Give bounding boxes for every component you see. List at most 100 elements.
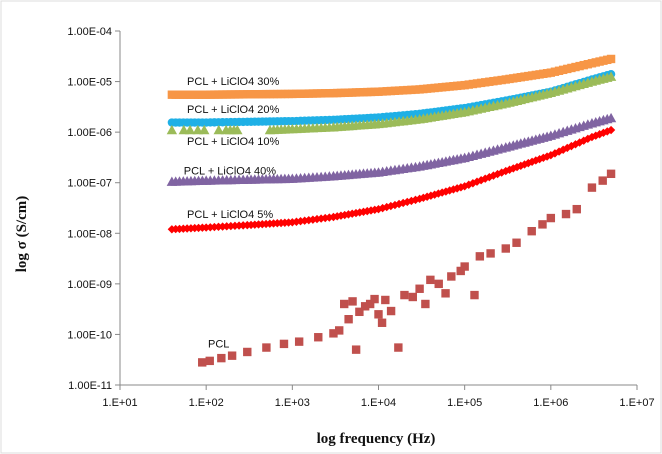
data-point (434, 279, 443, 289)
data-point (359, 207, 368, 216)
data-point (360, 302, 370, 311)
data-point (381, 295, 390, 305)
data-point (394, 343, 403, 352)
data-point (587, 183, 597, 192)
data-point (426, 275, 435, 285)
data-point (605, 112, 617, 123)
data-point (407, 196, 416, 206)
data-point (546, 150, 556, 160)
data-point (546, 213, 556, 223)
x-axis-title: log frequency (Hz) (317, 431, 436, 447)
data-point (531, 156, 541, 165)
data-point (550, 149, 560, 158)
data-point (340, 299, 349, 309)
data-point (509, 164, 518, 173)
data-point (386, 306, 396, 316)
data-point (294, 337, 304, 346)
data-point (587, 132, 597, 142)
data-point (567, 141, 576, 151)
data-point (542, 152, 552, 161)
data-point (335, 326, 344, 335)
data-point (493, 169, 502, 179)
data-point (512, 238, 521, 247)
data-point (232, 124, 243, 135)
data-point (554, 147, 564, 156)
data-point (400, 290, 409, 300)
data-point (606, 54, 616, 64)
data-point (456, 266, 465, 276)
data-point (366, 206, 376, 215)
data-point (199, 124, 210, 135)
series-label: PCL + LiClO4 5% (187, 209, 273, 221)
data-point (374, 310, 383, 319)
data-point (472, 177, 482, 186)
data-point (441, 289, 450, 298)
data-point (606, 125, 616, 135)
series-pcl-liclo4-30- (167, 54, 616, 99)
data-point (512, 162, 522, 172)
data-point (243, 347, 252, 357)
data-point (464, 180, 473, 189)
y-tick-label: 1.00E-08 (67, 228, 112, 240)
x-tick-label: 1.E+02 (189, 397, 224, 409)
series-label: PCL + LiClO4 20% (187, 104, 279, 116)
data-point (561, 209, 571, 219)
data-point (351, 208, 361, 218)
data-point (206, 223, 215, 232)
data-point (538, 220, 547, 229)
y-tick-label: 1.00E-04 (67, 26, 112, 38)
x-tick-label: 1.E+04 (361, 397, 396, 409)
data-point (226, 221, 236, 231)
data-point (422, 192, 432, 201)
x-tick-label: 1.E+05 (447, 397, 482, 409)
data-point (314, 333, 323, 342)
data-point (527, 226, 536, 236)
data-point (370, 294, 379, 304)
data-point (205, 356, 214, 366)
data-point (605, 71, 617, 81)
data-point (599, 128, 608, 138)
y-tick-label: 1.00E-06 (67, 127, 112, 139)
data-point (355, 208, 364, 217)
x-tick-label: 1.E+07 (619, 397, 654, 409)
data-point (374, 204, 383, 214)
y-tick-label: 1.00E-10 (67, 329, 112, 341)
y-tick-label: 1.00E-05 (67, 77, 112, 89)
data-point (520, 160, 529, 169)
data-point (524, 158, 533, 168)
data-point (166, 124, 178, 135)
x-tick-label: 1.E+06 (533, 397, 568, 409)
series-pcl-liclo4-10- (166, 71, 617, 135)
data-point (535, 154, 544, 164)
data-point (572, 204, 581, 214)
data-point (470, 290, 479, 300)
data-point (606, 169, 616, 179)
data-point (460, 262, 469, 271)
data-point (452, 184, 462, 193)
series-label: PCL + LiClO4 40% (184, 166, 276, 178)
data-point (456, 183, 466, 192)
data-point (377, 318, 387, 327)
data-point (365, 299, 375, 309)
data-point (348, 297, 357, 306)
data-point (184, 124, 196, 135)
x-tick-label: 1.E+01 (102, 397, 137, 409)
y-axis-title: log σ (S/cm) (14, 196, 30, 272)
data-point (238, 221, 248, 230)
y-ticks: 1.00E-11 1.00E-10 1.00E-09 1.00E-08 1.00E-07… (67, 26, 120, 392)
y-tick-label: 1.00E-09 (67, 279, 112, 291)
y-tick-label: 1.00E-07 (67, 178, 112, 190)
data-point (598, 176, 607, 185)
data-point (558, 145, 568, 154)
data-point (501, 244, 510, 253)
data-point (421, 299, 430, 309)
data-point (344, 315, 353, 324)
series-label: PCL + LiClO4 10% (187, 136, 279, 148)
data-point (217, 353, 226, 363)
data-point (475, 252, 485, 261)
data-point (591, 131, 600, 140)
x-ticks: 1.E+01 1.E+02 1.E+03 1.E+04 1.E+05 1.E+06 1.E+… (102, 385, 655, 409)
series-pcl-liclo4-40- (166, 112, 617, 186)
data-point (329, 329, 338, 338)
